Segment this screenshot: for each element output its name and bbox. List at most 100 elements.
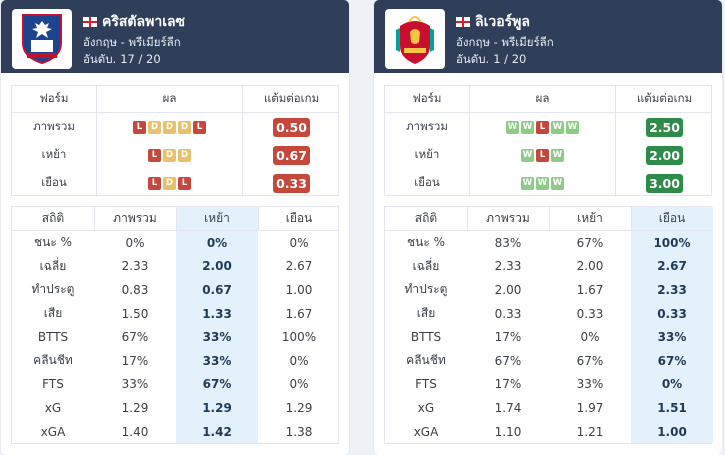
stats-value: 0% <box>125 235 145 250</box>
stats-value: 0.83 <box>121 282 149 297</box>
result-badge[interactable]: L <box>133 120 146 134</box>
result-badge[interactable]: L <box>536 120 549 134</box>
team-name[interactable]: ลิเวอร์พูล <box>456 11 530 33</box>
result-badge[interactable]: W <box>506 120 519 134</box>
stats-row-label: xGA <box>40 424 66 439</box>
result-badge[interactable]: D <box>163 120 176 134</box>
stats-row: ชนะ % 83% 67% 100% <box>385 231 711 255</box>
result-badge[interactable]: W <box>551 120 564 134</box>
result-badge[interactable]: W <box>536 176 549 190</box>
stats-header-cell[interactable]: สถิติ <box>414 211 438 225</box>
stats-value: 1.42 <box>202 424 232 439</box>
stats-value: 33% <box>576 377 604 392</box>
result-badge[interactable]: L <box>178 176 191 190</box>
stats-row-label: xG <box>417 400 435 415</box>
stats-value: 1.00 <box>285 282 313 297</box>
form-header-row: ฟอร์ม ผล แต้มต่อเกม <box>12 86 338 113</box>
result-badge[interactable]: W <box>551 148 564 162</box>
stats-value: 1.40 <box>121 424 149 439</box>
team-name-text: ลิเวอร์พูล <box>475 14 530 30</box>
stats-header-cell[interactable]: เหย้า <box>577 211 603 225</box>
team-name[interactable]: คริสตัลพาเลซ <box>83 11 185 33</box>
stats-row-label: FTS <box>415 377 437 392</box>
stats-row: เสีย 1.50 1.33 1.67 <box>12 302 338 326</box>
stats-value: 1.21 <box>576 424 604 439</box>
result-badge[interactable]: D <box>178 120 191 134</box>
stats-value: 0% <box>661 377 683 392</box>
stats-value: 0% <box>206 235 228 250</box>
result-badge[interactable]: D <box>163 148 176 162</box>
stats-value: 1.67 <box>576 282 604 297</box>
highlight-column <box>631 207 713 443</box>
stats-row-label: เสีย <box>43 306 63 321</box>
result-badge[interactable]: L <box>148 148 161 162</box>
stats-value: 67% <box>494 353 522 368</box>
form-row[interactable]: เยือน W W W 3.00 <box>385 169 711 197</box>
result-badge[interactable]: L <box>148 176 161 190</box>
stats-row: คลีนชีท 17% 33% 0% <box>12 349 338 373</box>
stats-row-label: เฉลี่ย <box>39 258 67 273</box>
stats-row-label: ทำประตู <box>404 282 448 297</box>
stats-value: 67% <box>576 353 604 368</box>
stats-value: 1.29 <box>202 400 232 415</box>
stats-value: 33% <box>657 330 687 345</box>
result-badge[interactable]: W <box>521 120 534 134</box>
stats-value: 33% <box>121 377 149 392</box>
result-badge[interactable]: W <box>521 148 534 162</box>
stats-row-label: FTS <box>42 377 64 392</box>
ppg-cell: 2.50 <box>616 113 713 141</box>
stats-header-cell[interactable]: เหย้า <box>204 211 230 225</box>
stats-value: 1.51 <box>657 400 687 415</box>
stats-header-row: สถิติ ภาพรวม เหย้า เยือน <box>12 207 338 231</box>
form-table: ฟอร์ม ผล แต้มต่อเกม ภาพรวม W W L W W 2.50 เหย้า W L W… <box>384 85 712 197</box>
stats-row-label: BTTS <box>410 330 442 345</box>
result-badge[interactable]: D <box>178 148 191 162</box>
stats-row: xG 1.74 1.97 1.51 <box>385 396 711 420</box>
form-row[interactable]: ภาพรวม L D D D L 0.50 <box>12 113 338 141</box>
stats-value: 67% <box>121 330 149 345</box>
form-row-label: เหย้า <box>41 147 67 161</box>
stats-header-cell[interactable]: ภาพรวม <box>113 211 157 225</box>
stats-value: 0% <box>580 330 600 345</box>
result-badge[interactable]: D <box>148 120 161 134</box>
stats-row: BTTS 17% 0% 33% <box>385 325 711 349</box>
header-divider <box>94 207 95 231</box>
rank-value: 1 / 20 <box>493 52 527 66</box>
result-badge[interactable]: W <box>551 176 564 190</box>
form-header-cell: ฟอร์ม <box>39 91 69 105</box>
ppg-badge: 2.00 <box>646 145 683 165</box>
liverpool-crest-icon[interactable] <box>385 9 445 69</box>
form-row[interactable]: ภาพรวม W W L W W 2.50 <box>385 113 711 141</box>
stats-header-cell[interactable]: ภาพรวม <box>486 211 530 225</box>
header-divider <box>631 207 632 231</box>
stats-value: 0% <box>289 235 309 250</box>
result-badge[interactable]: L <box>536 148 549 162</box>
stats-value: 0.33 <box>494 306 522 321</box>
ppg-cell: 0.33 <box>243 169 340 197</box>
result-badge[interactable]: L <box>193 120 206 134</box>
stats-header-cell[interactable]: สถิติ <box>41 211 65 225</box>
stats-value: 0.67 <box>202 282 232 297</box>
stats-row: FTS 17% 33% 0% <box>385 373 711 397</box>
team-rank: อันดับ. 17 / 20 <box>83 51 161 69</box>
form-row[interactable]: เยือน L D L 0.33 <box>12 169 338 197</box>
form-header-cell: ผล <box>469 86 616 112</box>
form-row[interactable]: เหย้า L D D 0.67 <box>12 141 338 169</box>
stats-value: 17% <box>494 377 522 392</box>
highlight-column <box>176 207 258 443</box>
result-badge[interactable]: W <box>521 176 534 190</box>
result-badge[interactable]: D <box>163 176 176 190</box>
form-row[interactable]: เหย้า W L W 2.00 <box>385 141 711 169</box>
stats-value: 2.33 <box>494 259 522 274</box>
stats-header-cell[interactable]: เยือน <box>285 211 313 225</box>
stats-value: 1.10 <box>494 424 522 439</box>
crystal-palace-crest-icon[interactable] <box>12 9 72 69</box>
team-card-home: คริสตัลพาเลซ อังกฤษ - พรีเมียร์ลีก อันดั… <box>1 0 349 455</box>
stats-header-cell[interactable]: เยือน <box>658 211 686 225</box>
result-badge[interactable]: W <box>566 120 579 134</box>
